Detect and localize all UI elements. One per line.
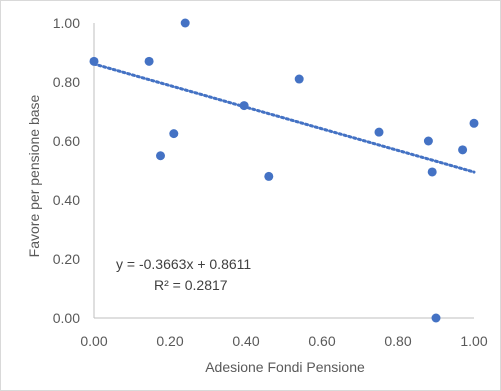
x-tick-label: 1.00 — [460, 333, 487, 349]
x-axis-ticks: 0.00 0.20 0.40 0.60 0.80 1.00 — [80, 333, 487, 349]
y-tick-label: 1.00 — [53, 15, 80, 31]
data-point — [156, 151, 165, 161]
x-tick-label: 0.80 — [384, 333, 411, 349]
data-points — [89, 18, 479, 323]
y-tick-label: 0.20 — [53, 251, 80, 267]
x-axis-title: Adesione Fondi Pensione — [205, 359, 365, 375]
data-point — [294, 74, 304, 84]
data-point — [469, 118, 479, 128]
trendline-equation: y = -0.3663x + 0.8611 — [116, 256, 251, 272]
data-point — [458, 145, 468, 155]
x-tick-label: 0.20 — [156, 333, 183, 349]
data-point — [239, 101, 249, 111]
data-point — [431, 313, 441, 323]
data-point — [169, 129, 179, 139]
y-tick-label: 0.80 — [53, 74, 80, 90]
y-axis-ticks: 0.00 0.20 0.40 0.60 0.80 1.00 — [53, 15, 80, 326]
y-tick-label: 0.40 — [53, 192, 80, 208]
trendline-r-squared: R² = 0.2817 — [154, 277, 228, 293]
data-point — [264, 171, 274, 181]
x-tick-label: 0.00 — [80, 333, 107, 349]
data-point — [180, 18, 190, 28]
data-point — [144, 56, 154, 66]
data-point — [427, 167, 437, 177]
y-tick-label: 0.00 — [53, 310, 80, 326]
trendline — [92, 62, 476, 174]
data-point — [89, 56, 99, 66]
x-tick-label: 0.60 — [308, 333, 335, 349]
y-tick-label: 0.60 — [53, 133, 80, 149]
y-axis-title: Favore per pensione base — [26, 94, 42, 257]
x-tick-label: 0.40 — [232, 333, 259, 349]
data-point — [374, 127, 384, 137]
data-point — [423, 136, 433, 146]
